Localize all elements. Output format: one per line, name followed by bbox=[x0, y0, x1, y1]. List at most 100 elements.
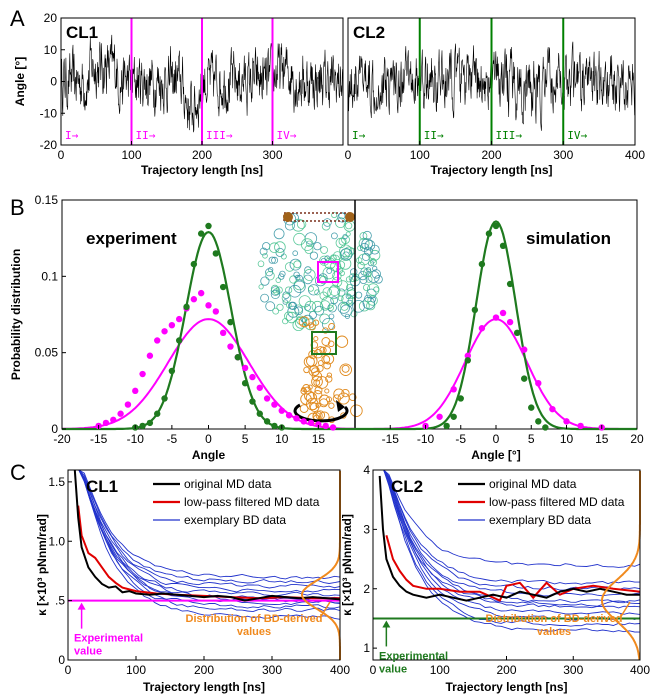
distribution-experiment: -20 -15 -10 -5 0 5 10 15 bbox=[53, 222, 356, 446]
data-point-magenta bbox=[478, 325, 486, 332]
x-tick-label: 5 bbox=[528, 432, 535, 446]
protein-subunit-curl bbox=[374, 274, 383, 284]
x-tick-label: 300 bbox=[563, 663, 583, 677]
bd-series-line bbox=[73, 469, 341, 597]
data-point-magenta bbox=[132, 387, 139, 395]
y-tick-label: 1.0 bbox=[48, 534, 65, 548]
data-point-magenta bbox=[212, 308, 220, 315]
bd-series-line bbox=[378, 469, 641, 607]
protein-stalk-curl bbox=[327, 340, 335, 348]
legend-label: exemplary BD data bbox=[489, 513, 591, 527]
x-tick-label: 400 bbox=[625, 148, 645, 162]
rotation-arrow bbox=[293, 403, 349, 423]
y-tick-label: 0.15 bbox=[35, 193, 59, 207]
protein-subunit-curl bbox=[265, 268, 274, 277]
data-point-green bbox=[485, 230, 493, 237]
protein-subunit-curl bbox=[335, 266, 344, 274]
data-point-magenta bbox=[300, 418, 307, 425]
protein-stalk-curl bbox=[328, 322, 336, 331]
data-point-magenta bbox=[190, 296, 198, 303]
protein-subunit-curl bbox=[304, 318, 317, 331]
data-point-green bbox=[176, 337, 183, 344]
bd-series-line bbox=[378, 469, 641, 568]
distribution-annotation: values bbox=[537, 626, 571, 638]
data-point-green bbox=[506, 280, 514, 288]
data-point-magenta bbox=[436, 413, 443, 420]
x-tick-label: -10 bbox=[417, 432, 435, 446]
data-point-green bbox=[450, 413, 457, 420]
protein-stalk-curl bbox=[348, 393, 357, 402]
data-point-magenta bbox=[464, 352, 471, 359]
x-tick-label: 0 bbox=[493, 432, 500, 446]
data-point-magenta bbox=[450, 386, 457, 393]
x-tick-label: -15 bbox=[90, 432, 108, 446]
chart-title: CL1 bbox=[86, 477, 118, 496]
x-tick-label: 400 bbox=[630, 663, 650, 677]
y-tick-label: 0 bbox=[51, 422, 58, 436]
data-point-magenta bbox=[521, 346, 528, 353]
y-tick-label: -10 bbox=[40, 106, 58, 120]
protein-stalk-curl bbox=[306, 397, 319, 411]
dashed-box bbox=[283, 212, 353, 222]
x-tick-label: 0 bbox=[65, 663, 72, 677]
x-tick-label: 400 bbox=[330, 663, 350, 677]
protein-subunit-curl bbox=[275, 277, 282, 283]
distribution-annotation: Distribution of BD-derived bbox=[486, 613, 623, 625]
protein-subunit-curl bbox=[357, 245, 363, 251]
protein-subunit-curl bbox=[330, 254, 341, 265]
protein-subunit-curl bbox=[314, 275, 327, 287]
protein-subunit-curl bbox=[309, 251, 318, 260]
protein-subunit-curl bbox=[337, 295, 344, 302]
protein-subunit-curl bbox=[288, 301, 296, 310]
protein-subunit-curl bbox=[319, 255, 330, 266]
protein-stalk-curl bbox=[309, 323, 316, 331]
protein-subunit-curl bbox=[284, 311, 294, 321]
x-tick-label: -20 bbox=[53, 432, 71, 446]
protein-subunit-curl bbox=[270, 286, 281, 296]
protein-subunit-curl bbox=[284, 286, 293, 294]
chart-C1: CL1 original MD data low-pass filtered MD … bbox=[35, 469, 350, 694]
y-tick-label: 4 bbox=[363, 463, 370, 477]
data-point-green bbox=[146, 419, 154, 427]
x-tick-label: 200 bbox=[496, 663, 516, 677]
data-point-magenta bbox=[241, 364, 249, 372]
protein-subunit-curl bbox=[352, 299, 365, 313]
data-point-magenta bbox=[227, 343, 234, 350]
data-point-magenta bbox=[285, 412, 293, 419]
data-point-magenta bbox=[307, 419, 315, 427]
bead-marker bbox=[345, 212, 355, 222]
x-axis-label-right: Angle [°] bbox=[471, 448, 520, 462]
chart-B: -20 -15 -10 -5 0 5 10 15 -15 -10 -5 0 5 10 15 20 experim… bbox=[9, 193, 644, 462]
protein-subunit-curl bbox=[370, 296, 377, 303]
data-point-magenta bbox=[535, 380, 542, 387]
protein-stalk-curl bbox=[341, 364, 350, 373]
panel-letter-c: C bbox=[10, 460, 26, 485]
distribution-arrow bbox=[619, 601, 631, 619]
data-point-magenta bbox=[549, 405, 556, 413]
x-tick-label: 0 bbox=[205, 432, 212, 446]
x-tick-label: 100 bbox=[126, 663, 146, 677]
legend-label: original MD data bbox=[184, 477, 272, 491]
protein-stalk-curl bbox=[307, 384, 313, 390]
protein-subunit-curl bbox=[289, 258, 302, 271]
data-point-green bbox=[197, 230, 205, 237]
y-axis-label: Probability distribution bbox=[9, 249, 23, 380]
y-axis-label: κ [×10³ pNnm/rad] bbox=[340, 514, 354, 616]
protein-subunit-curl bbox=[365, 267, 372, 273]
protein-subunit-curl bbox=[362, 283, 370, 291]
protein-stalk-curl bbox=[350, 404, 363, 417]
bd-series-line bbox=[378, 469, 641, 615]
protein-subunit-curl bbox=[282, 318, 289, 325]
simulation-label: simulation bbox=[526, 229, 611, 248]
y-tick-label: 2 bbox=[363, 582, 370, 596]
protein-subunit-curl bbox=[345, 222, 353, 230]
cl1-box bbox=[317, 261, 339, 283]
x-tick-label: 0 bbox=[345, 148, 352, 162]
x-tick-label: 20 bbox=[630, 432, 644, 446]
x-tick-label: 15 bbox=[595, 432, 609, 446]
data-point-magenta bbox=[168, 321, 176, 329]
x-tick-label: 300 bbox=[553, 148, 573, 162]
protein-subunit-curl bbox=[272, 307, 280, 315]
protein-subunit-curl bbox=[327, 303, 337, 313]
